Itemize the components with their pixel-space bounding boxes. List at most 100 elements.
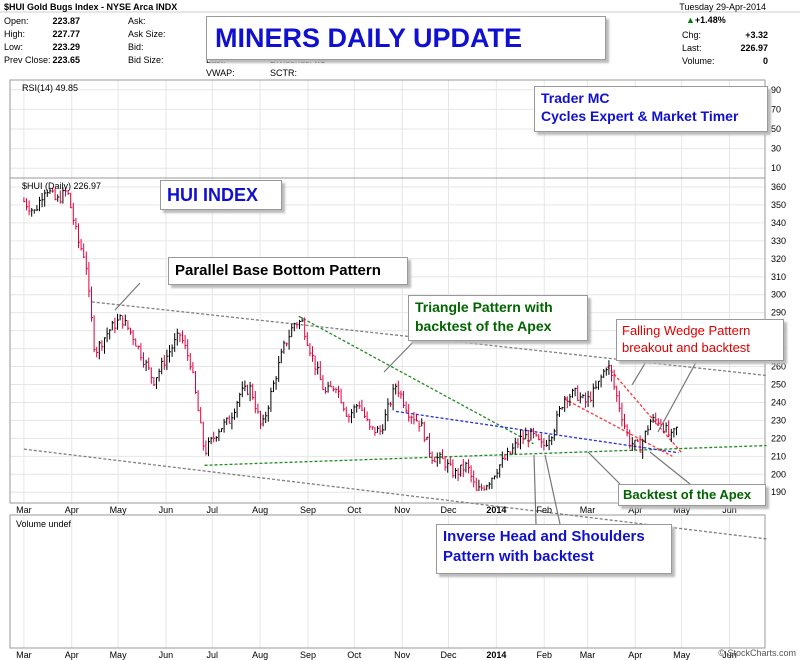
x-tick-label: Jul (207, 505, 219, 515)
x-tick-label: Apr (628, 505, 642, 515)
x-tick-label-bottom: Sep (300, 650, 316, 660)
trendline-triangle-base (204, 444, 767, 466)
callout-triangle: Triangle Pattern with backtest of the Ap… (408, 295, 588, 341)
price-tick-label: 210 (771, 451, 786, 461)
x-tick-label: Aug (252, 505, 268, 515)
trendline-parallel-upper (91, 301, 767, 377)
x-tick-label: May (110, 505, 128, 515)
trendline-triangle-top (298, 315, 534, 445)
callout-parallel-base: Parallel Base Bottom Pattern (168, 257, 408, 285)
trader-box: Trader MC Cycles Expert & Market Timer (534, 86, 768, 132)
price-tick-label: 290 (771, 308, 786, 318)
quote-value: 223.29 (52, 42, 80, 52)
quote-label: Low: (4, 42, 24, 52)
rsi-tick-label: 70 (771, 104, 781, 114)
bid-ask-labels: Ask: Ask Size: Bid: Bid Size: (128, 16, 166, 65)
x-tick-label-bottom: Oct (347, 650, 362, 660)
hui-index-box: HUI INDEX (160, 180, 282, 210)
x-tick-label-bottom: Jun (159, 650, 174, 660)
quote-right-block: Chg: +3.32 Last: 226.97 Volume: 0 (682, 30, 768, 66)
price-tick-label: 310 (771, 272, 786, 282)
price-tick-label: 260 (771, 362, 786, 372)
callout-pointer (649, 451, 691, 485)
callout-apex-backtest: Backtest of the Apex (618, 484, 766, 506)
volume-panel (9, 514, 766, 649)
x-tick-label-bottom: Aug (252, 650, 268, 660)
callout-pointer (533, 454, 537, 525)
x-tick-label: Jun (159, 505, 174, 515)
x-tick-label: Jun (722, 505, 737, 515)
price-tick-label: 250 (771, 379, 786, 389)
price-tick-label: 190 (771, 487, 786, 497)
quote-row: Prev Close: 223.65 (4, 54, 80, 67)
trendline-ihs-neckline (395, 410, 679, 454)
trendline-wedge-top (607, 366, 683, 454)
callout-falling-wedge: Falling Wedge Pattern breakout and backt… (616, 319, 784, 361)
quote-row: Open: 223.87 (4, 15, 80, 28)
x-tick-label: Apr (65, 505, 79, 515)
rsi-tick-label: 30 (771, 144, 781, 154)
up-arrow-icon: ▲ (686, 15, 695, 25)
x-tick-label-bottom: Jul (207, 650, 219, 660)
x-tick-label: Mar (580, 505, 596, 515)
quote-value: 223.65 (52, 55, 80, 65)
price-tick-label: 300 (771, 290, 786, 300)
rsi-tick-label: 90 (771, 85, 781, 95)
quote-date: Tuesday 29-Apr-2014 (679, 2, 766, 12)
price-tick-label: 230 (771, 415, 786, 425)
callout-pointer (657, 354, 701, 433)
callout-pointer (544, 454, 561, 525)
last-vwap-labels: Last: VWAP: (206, 55, 235, 78)
price-tick-label: 350 (771, 200, 786, 210)
callout-pointer (587, 451, 621, 485)
quote-row: High: 227.77 (4, 28, 80, 41)
price-tick-label: 360 (771, 182, 786, 192)
price-label: $HUI (Daily) 226.97 (22, 181, 102, 191)
x-tick-label: Oct (347, 505, 362, 515)
x-tick-label-bottom: Apr (65, 650, 79, 660)
price-tick-label: 330 (771, 236, 786, 246)
banner-title: MINERS DAILY UPDATE (206, 16, 606, 60)
rsi-label: RSI(14) 49.85 (22, 83, 79, 93)
x-tick-label-bottom: Apr (628, 650, 642, 660)
price-tick-label: 220 (771, 433, 786, 443)
volume-panel-label: Volume undef (16, 519, 72, 529)
quote-label: High: (4, 29, 26, 39)
quote-value: 223.87 (52, 16, 80, 26)
price-tick-label: 200 (771, 469, 786, 479)
quote-label: Open: (4, 16, 29, 26)
x-tick-label-bottom: May (110, 650, 128, 660)
x-tick-label-bottom: May (673, 650, 691, 660)
price-tick-label: 240 (771, 397, 786, 407)
quote-row: Low: 223.29 (4, 41, 80, 54)
x-tick-label: Sep (300, 505, 316, 515)
x-tick-label: Nov (394, 505, 411, 515)
change-percent: ▲+1.48% (686, 15, 726, 25)
price-tick-label: 340 (771, 218, 786, 228)
price-tick-label: 320 (771, 254, 786, 264)
brand: © StockCharts.com (718, 648, 796, 658)
x-tick-label: Feb (536, 505, 552, 515)
callout-inverse-hs: Inverse Head and Shoulders Pattern with … (436, 524, 672, 574)
x-tick-label-bottom: Jun (722, 650, 737, 660)
x-tick-label-bottom: Nov (394, 650, 411, 660)
x-tick-label: Dec (440, 505, 457, 515)
x-tick-label-bottom: Feb (536, 650, 552, 660)
x-tick-label: May (673, 505, 691, 515)
quote-value: 227.77 (52, 29, 80, 39)
x-tick-label-bottom: Dec (440, 650, 457, 660)
x-tick-label-bottom: Mar (16, 650, 32, 660)
dividends-sctr: Dividends: no SCTR: (270, 55, 326, 78)
rsi-tick-label: 10 (771, 163, 781, 173)
x-tick-label-bottom: Mar (580, 650, 596, 660)
x-tick-label: 2014 (486, 505, 506, 515)
x-tick-label-bottom: 2014 (486, 650, 506, 660)
quote-label: Prev Close: (4, 55, 51, 65)
callout-pointer (114, 282, 141, 311)
symbol-title: $HUI Gold Bugs Index - NYSE Arca INDX (4, 2, 178, 12)
x-tick-label: Mar (16, 505, 32, 515)
rsi-tick-label: 50 (771, 124, 781, 134)
callout-pointer (383, 334, 421, 373)
